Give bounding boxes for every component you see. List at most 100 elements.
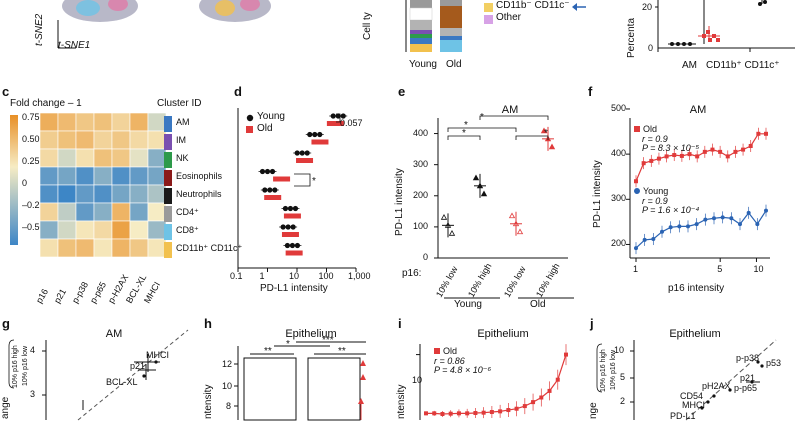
panel-f-young-point [738, 222, 742, 227]
panel-f-ylabel: PD-L1 intensity [592, 160, 603, 228]
dotplot-young-point [284, 242, 291, 249]
panel-e-point [448, 230, 456, 236]
panel-g-ylabel-outer: ange [0, 396, 11, 419]
panel-h-sig-3: *** [322, 335, 334, 346]
dotplot-old-point [285, 250, 291, 256]
heatmap-cell [57, 130, 77, 150]
panel-i-old-label: Old [443, 346, 458, 356]
dotplot-young-point [335, 113, 341, 119]
bar-group-old: Old [446, 59, 462, 70]
dotplot-bracket-2 [294, 173, 311, 187]
panel-j-ytick-2: 2 [620, 396, 626, 406]
dotplot-young-point [290, 224, 296, 230]
panel-f-young-point [642, 237, 647, 242]
dotplot-old-point [285, 176, 291, 182]
tsne-y-label: t-SNE2 [34, 13, 45, 46]
heatmap-cell [111, 238, 131, 258]
panel-f-ytick-label: 400 [610, 148, 626, 159]
panel-g-point-p21: p21 [130, 361, 146, 371]
heatmap-cell [39, 148, 59, 168]
heatmap-cell [39, 202, 59, 222]
dotplot-old-point [338, 121, 344, 126]
panel-e-bracket-4 [515, 135, 549, 140]
dotplot-xtick-label: 1,000 [348, 271, 371, 281]
legend-old-label: Old [257, 123, 273, 134]
heatmap-cell [75, 184, 95, 204]
heatmap-cell [57, 148, 77, 168]
heatmap-cell [75, 202, 95, 222]
panel-f-young-point [660, 229, 664, 234]
panel-j-ybracket [596, 343, 603, 393]
panel-i-point [424, 411, 428, 416]
panel-f-young-line [635, 210, 767, 249]
panel-e-point [512, 220, 520, 227]
panel-h-sig-4: ** [338, 346, 346, 357]
panel-f-old-r: r = 0.9 [642, 134, 668, 144]
panel-e-label: e [398, 84, 406, 99]
panel-i-point [456, 411, 461, 416]
panel-f-xtick-label: 10 [753, 264, 764, 274]
dotplot-young-point [269, 168, 276, 175]
panel-i-point [539, 395, 544, 400]
colorbar-tick-label: 0.50 [22, 134, 40, 144]
panel-f-old-point [748, 144, 753, 148]
panel-g-title: AM [105, 328, 123, 340]
heatmap-cell [111, 112, 131, 132]
panel-j-point-cd54: CD54 [680, 391, 704, 401]
panel-e-point [476, 182, 484, 189]
panel-j-label: j [590, 316, 594, 331]
panel-i-point [506, 408, 511, 413]
panel-i-plot [416, 344, 568, 420]
tsne-young-plot [62, 0, 271, 22]
panel-i-point [522, 404, 527, 409]
dotplot-old-point [300, 158, 306, 163]
dotplot-old-point [323, 139, 329, 145]
panel-i-point [498, 409, 503, 414]
dotplot-young-point [340, 113, 346, 119]
heatmap-cell [129, 220, 149, 240]
panel-d-label: d [234, 84, 242, 99]
heatmap-cell [93, 166, 113, 186]
heatmap-cell [75, 130, 95, 150]
heatmap-column-label: p-p38 [70, 280, 91, 305]
panel-i-point [564, 352, 568, 357]
dotplot-old-point [315, 139, 321, 145]
panel-e-point [440, 214, 448, 220]
panel-e-xtick-label: 10% low [502, 264, 528, 299]
dotplot-old-point [308, 158, 314, 163]
dotplot-young-point [292, 205, 299, 212]
panel-e-group-old: Old [530, 299, 546, 310]
cluster-swatch [164, 188, 172, 204]
cluster-label: IM [176, 135, 186, 145]
heatmap-column-label: MHCI [142, 280, 163, 305]
dotplot-young-point [330, 113, 336, 119]
cluster-swatch [164, 224, 172, 240]
heatmap-cell [111, 220, 131, 240]
panel-e-point [508, 212, 516, 219]
panel-f-old-point [656, 156, 661, 161]
panel-e-point [472, 174, 480, 181]
panel-f-old-point [641, 161, 646, 166]
panel-f-xtick-label: 1 [633, 264, 639, 274]
heatmap-cell [111, 184, 131, 204]
panel-i-point [448, 411, 453, 416]
panel-f-title: AM [689, 104, 707, 116]
heatmap-cell [75, 148, 95, 168]
heatmap-cell [57, 166, 77, 186]
panel-e-sig: * [462, 128, 466, 139]
cluster-label: AM [176, 117, 190, 127]
panel-e-ytick-label: 100 [412, 220, 428, 231]
panel-e-bracket-3 [447, 135, 481, 140]
panel-e-ytick-label: 200 [412, 189, 428, 200]
panel-j-title: Epithelium [669, 328, 721, 340]
panel-g-plot [42, 329, 189, 421]
pct-plot [655, 0, 795, 52]
heatmap-cell [57, 238, 77, 258]
heatmap-column-label: p-p65 [88, 280, 109, 305]
panel-j-point-pdl1: PD-L1 [670, 411, 696, 421]
heatmap-cell [93, 130, 113, 150]
heatmap-cell [129, 184, 149, 204]
panel-i-point [432, 411, 437, 416]
panel-e-xtick-label: 10% low [434, 264, 460, 299]
panel-f-ytick-label: 200 [610, 238, 626, 249]
